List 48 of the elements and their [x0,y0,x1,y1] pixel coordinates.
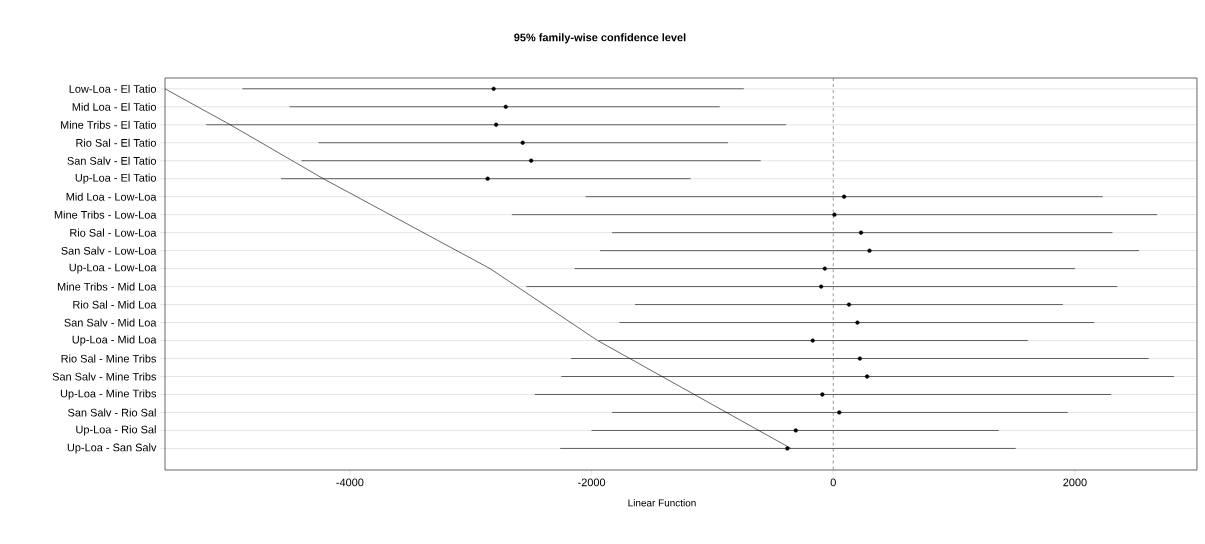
point [837,410,842,415]
point [857,356,862,361]
point [503,104,508,109]
point [858,230,864,235]
y-tick-label: San Salv - Rio Sal [68,408,156,417]
point [822,266,827,271]
y-tick-label: Rio Sal - El Tatio [76,138,156,147]
x-tick-label: -4000 [336,478,364,487]
y-tick-label: Rio Sal - Mine Tribs [61,354,157,363]
y-tick-label: San Salv - Mid Loa [64,318,157,327]
chart-title: 95% family-wise confidence level [514,33,686,44]
y-tick-label: Up-Loa - San Salv [67,443,157,454]
point [529,158,534,163]
point [785,446,790,451]
y-tick-label: Rio Sal - Mid Loa [73,300,157,309]
point [520,140,525,145]
y-tick-label: Mid Loa - El Tatio [72,102,156,111]
y-tick-label: Mine Tribs - Low-Loa [54,210,157,219]
point [855,320,860,325]
y-tick-label: Mine Tribs - El Tatio [60,120,157,129]
point [793,428,798,433]
x-tick-label: 2000 [1063,478,1087,487]
y-tick-label: San Salv - El Tatio [67,156,157,165]
point [864,374,870,379]
point [867,248,872,253]
point [810,338,815,343]
x-tick-label: 0 [830,478,836,487]
point [820,392,825,397]
point [494,122,499,127]
y-tick-label: Up-Loa - Rio Sal [76,425,156,436]
y-tick-label: Up-Loa - Mid Loa [72,335,157,346]
y-tick-label: Up-Loa - Low-Loa [69,263,157,274]
y-tick-label: Up-Loa - Mine Tribs [60,389,157,400]
y-tick-label: Low-Loa - El Tatio [69,84,156,93]
point [832,212,837,217]
y-tick-label: San Salv - Low-Loa [61,246,157,255]
x-axis-title: Linear Function [628,499,696,507]
y-tick-label: Up-Loa - El Tatio [75,173,156,184]
point [491,86,496,91]
point [485,176,490,181]
x-tick-label: -2000 [578,478,606,487]
point [846,302,852,307]
point [842,194,847,199]
y-tick-label: Mine Tribs - Mid Loa [57,282,157,291]
y-tick-label: San Salv - Mine Tribs [52,372,157,381]
y-tick-label: Mid Loa - Low-Loa [66,192,157,201]
point [819,284,824,289]
y-tick-label: Rio Sal - Low-Loa [70,228,157,237]
